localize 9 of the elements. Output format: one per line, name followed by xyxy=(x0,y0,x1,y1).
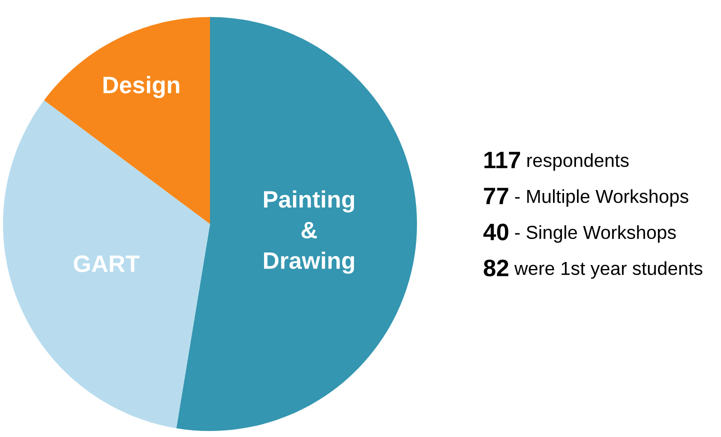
slice-label: Painting & Drawing xyxy=(264,190,354,274)
pie-slice xyxy=(3,100,210,428)
text: 40 - Single Workshops xyxy=(483,224,676,243)
text: 82 were 1st year students xyxy=(484,260,702,279)
text: 77 - Multiple Workshops xyxy=(484,188,688,207)
pie-slice xyxy=(44,17,210,224)
slice-label: GART xyxy=(74,255,140,272)
text: 117 respondents xyxy=(484,152,629,171)
slice-label: Design xyxy=(104,76,180,98)
